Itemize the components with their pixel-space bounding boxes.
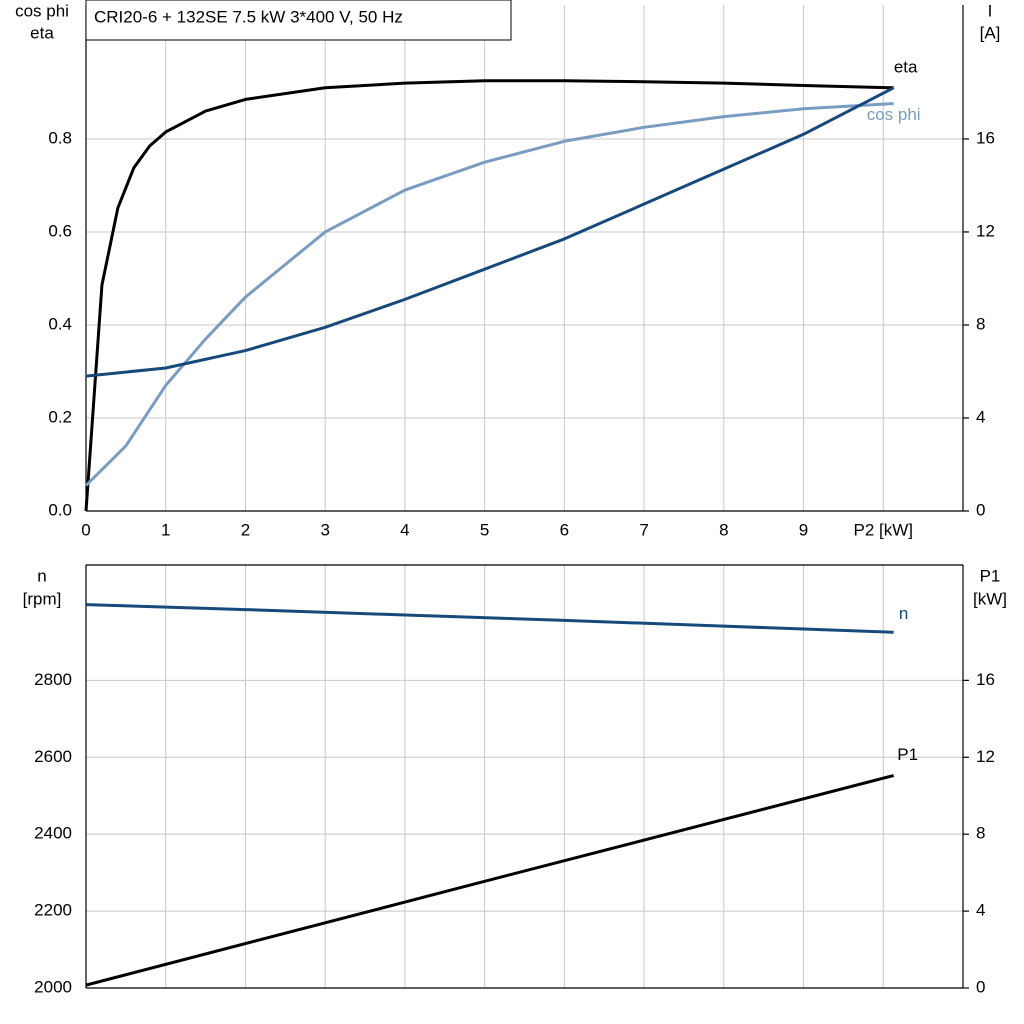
x-tick-label: 5 xyxy=(480,520,489,539)
x-tick-label: 6 xyxy=(560,520,569,539)
y2-tick-label: 12 xyxy=(976,747,995,766)
series-line xyxy=(85,774,895,987)
series-line xyxy=(84,102,894,487)
x-tick-label: 9 xyxy=(799,520,808,539)
y2-tick-label: 16 xyxy=(976,128,995,147)
x-tick-label: 3 xyxy=(320,520,329,539)
y2-axis-label: I xyxy=(988,1,993,20)
y-tick-label: 2400 xyxy=(34,824,72,843)
y-tick-label: 0.0 xyxy=(48,500,72,519)
x-tick-label: P2 [kW] xyxy=(854,520,914,539)
y2-tick-label: 4 xyxy=(976,901,985,920)
y2-axis-label: P1 xyxy=(980,566,1001,585)
x-tick-label: 0 xyxy=(81,520,90,539)
series-line xyxy=(85,603,894,634)
y2-tick-label: 0 xyxy=(976,977,985,996)
y-tick-label: 0.4 xyxy=(48,314,72,333)
x-tick-label: 2 xyxy=(241,520,250,539)
y2-tick-label: 8 xyxy=(976,824,985,843)
y-axis-label: eta xyxy=(30,23,54,42)
y-tick-label: 2000 xyxy=(34,977,72,996)
y2-tick-label: 0 xyxy=(976,500,985,519)
y-tick-label: 2600 xyxy=(34,747,72,766)
y2-axis-label: [A] xyxy=(980,23,1001,42)
series-label: cos phi xyxy=(867,105,921,124)
series-line xyxy=(84,79,894,512)
chart-title: CRI20-6 + 132SE 7.5 kW 3*400 V, 50 Hz xyxy=(94,7,403,26)
x-tick-label: 7 xyxy=(639,520,648,539)
series-label: n xyxy=(899,604,908,623)
y2-tick-label: 4 xyxy=(976,407,985,426)
y-axis-label: n xyxy=(37,566,46,585)
title-box xyxy=(85,0,512,41)
x-tick-label: 1 xyxy=(161,520,170,539)
series-line xyxy=(85,86,895,378)
y2-tick-label: 12 xyxy=(976,221,995,240)
y2-tick-label: 16 xyxy=(976,670,995,689)
x-tick-label: 8 xyxy=(719,520,728,539)
y-axis-label: cos phi xyxy=(15,1,69,20)
y2-tick-label: 8 xyxy=(976,314,985,333)
y-tick-label: 2800 xyxy=(34,670,72,689)
y-tick-label: 0.8 xyxy=(48,128,72,147)
series-label: eta xyxy=(894,57,918,76)
series-label: P1 xyxy=(897,745,918,764)
y2-axis-label: [kW] xyxy=(973,589,1007,608)
y-axis-label: [rpm] xyxy=(23,589,62,608)
y-tick-label: 0.2 xyxy=(48,407,72,426)
x-tick-label: 4 xyxy=(400,520,409,539)
y-tick-label: 2200 xyxy=(34,901,72,920)
y-tick-label: 0.6 xyxy=(48,221,72,240)
